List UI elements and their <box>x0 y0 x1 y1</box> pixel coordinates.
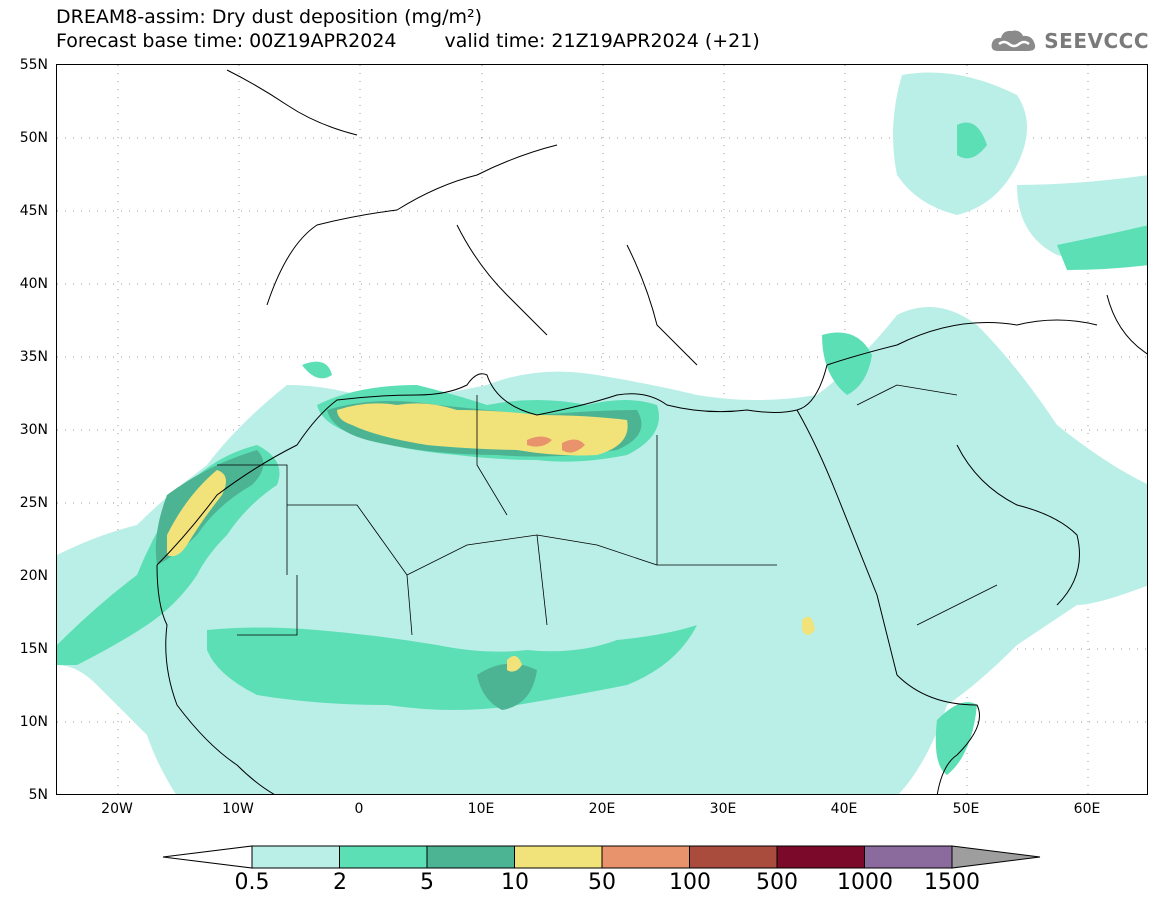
colorbar-cell <box>339 845 428 869</box>
legend-label: 1500 <box>924 870 980 895</box>
lon-label: 10W <box>222 801 254 817</box>
lat-label: 10N <box>19 714 48 730</box>
legend-label: 0.5 <box>234 870 270 895</box>
lon-label: 40E <box>830 801 858 817</box>
seevccc-logo: SEEVCCC <box>990 26 1149 56</box>
lon-label: 50E <box>952 801 980 817</box>
deposition-10-50 <box>167 403 815 672</box>
legend-label: 50 <box>588 870 616 895</box>
colorbar-cell <box>251 845 340 869</box>
cloud-logo-icon <box>991 30 1036 51</box>
lon-label: 10E <box>467 801 495 817</box>
lat-label: 15N <box>19 641 48 657</box>
lat-label: 20N <box>19 568 48 584</box>
legend-label: 2 <box>333 870 347 895</box>
base-time: Forecast base time: 00Z19APR2024 <box>56 30 397 52</box>
lat-label: 55N <box>19 57 48 73</box>
lat-label: 45N <box>19 203 48 219</box>
colorbar-cell <box>689 845 778 869</box>
colorbar-cell <box>864 845 953 869</box>
legend-label: 1000 <box>837 870 893 895</box>
legend-label: 500 <box>756 870 798 895</box>
lat-label: 30N <box>19 422 48 438</box>
coastlines <box>156 69 1147 794</box>
legend-label: 5 <box>420 870 434 895</box>
colorbar-cells <box>251 845 953 869</box>
forecast-times: Forecast base time: 00Z19APR2024 valid ti… <box>56 30 760 52</box>
colorbar <box>162 845 1041 869</box>
lon-label: 0 <box>354 801 364 817</box>
colorbar-cell <box>601 845 690 869</box>
colorbar-cell <box>776 845 865 869</box>
lat-label: 50N <box>19 130 48 146</box>
lon-label: 20W <box>101 801 133 817</box>
country-borders <box>217 384 998 636</box>
lat-label: 40N <box>19 276 48 292</box>
lon-label: 30E <box>709 801 737 817</box>
colorbar-cell <box>514 845 603 869</box>
colorbar-cell <box>426 845 515 869</box>
lat-label: 5N <box>28 787 48 803</box>
map-title: DREAM8-assim: Dry dust deposition (mg/m²… <box>56 6 483 28</box>
logo-text: SEEVCCC <box>1044 29 1149 53</box>
legend-label: 100 <box>669 870 711 895</box>
lon-label: 20E <box>588 801 616 817</box>
lat-label: 35N <box>19 349 48 365</box>
legend-label: 10 <box>501 870 529 895</box>
lon-label: 60E <box>1073 801 1101 817</box>
lat-label: 25N <box>19 495 48 511</box>
valid-time: valid time: 21Z19APR2024 (+21) <box>444 30 760 52</box>
colorbar-low-arrow <box>162 845 253 869</box>
dust-map <box>57 65 1147 794</box>
map-area <box>56 64 1148 795</box>
deposition-50-100 <box>527 436 585 453</box>
colorbar-high-arrow <box>951 845 1041 869</box>
